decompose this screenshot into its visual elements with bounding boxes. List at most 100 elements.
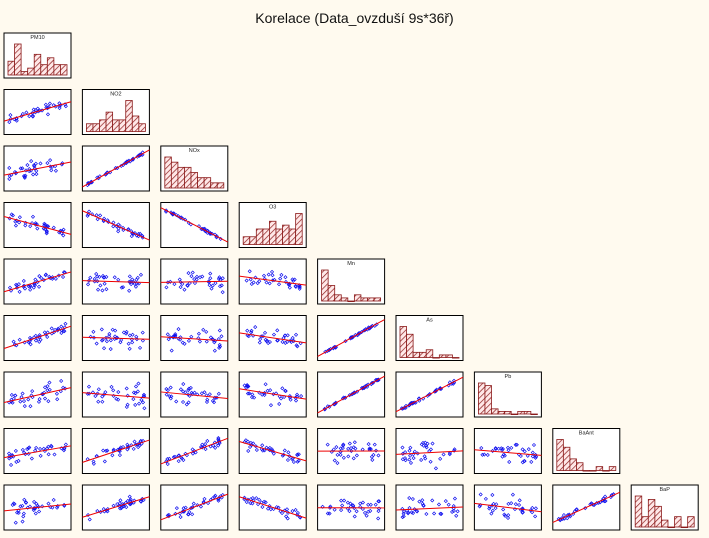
data-point (245, 391, 251, 396)
data-point (111, 503, 116, 508)
data-point (506, 513, 511, 518)
data-point (186, 388, 191, 393)
chart-title: Korelace (Data_ovzduší 9s*36ř) (255, 10, 454, 26)
data-point (189, 390, 194, 395)
data-point (104, 339, 109, 344)
data-point (533, 506, 538, 511)
histogram-bar (582, 470, 590, 472)
histogram-bar (412, 351, 421, 358)
data-point (196, 331, 201, 336)
data-point (203, 447, 208, 452)
data-point (42, 396, 48, 401)
histogram-bar (556, 439, 564, 471)
data-point (50, 505, 55, 510)
data-point (51, 103, 56, 108)
data-point (407, 448, 412, 453)
scatter-baant-vs-pm10 (3, 428, 72, 474)
data-point (408, 453, 413, 458)
data-point (86, 282, 91, 287)
histogram-pm10: PM10 (3, 32, 72, 79)
histogram-bar (347, 300, 355, 303)
data-point (49, 168, 54, 173)
histogram-baant: BaAnt (552, 428, 621, 474)
data-point (20, 111, 25, 116)
data-point (265, 338, 270, 343)
data-point (15, 510, 20, 515)
regression-line (395, 506, 464, 511)
variable-label: NO2 (110, 92, 121, 98)
data-point (181, 389, 186, 394)
scatter-baant-vs-mn (317, 428, 386, 474)
data-point (283, 275, 288, 280)
regression-line (160, 207, 229, 243)
histogram-bar (647, 499, 656, 528)
data-point (210, 398, 215, 403)
data-point (246, 384, 251, 389)
data-point (87, 517, 92, 522)
scatter-bap-vs-mn (317, 484, 386, 531)
data-point (10, 400, 15, 405)
data-point (37, 509, 42, 514)
data-point (125, 498, 130, 504)
data-point (95, 508, 100, 514)
data-point (293, 507, 298, 513)
data-point (502, 453, 507, 458)
histogram-bar (360, 297, 368, 302)
data-point (216, 336, 221, 342)
histogram-bar (530, 413, 538, 416)
scatter-pb-vs-no2 (81, 371, 150, 418)
data-point (269, 269, 275, 274)
data-point (33, 277, 38, 282)
data-point (103, 335, 109, 340)
data-point (530, 510, 535, 515)
data-point (248, 277, 253, 282)
data-point (7, 165, 12, 171)
regression-line (160, 280, 228, 283)
data-point (136, 381, 141, 386)
histogram-bar (14, 43, 22, 76)
data-point (216, 435, 221, 441)
data-point (421, 503, 426, 508)
data-point (22, 286, 28, 291)
data-point (131, 446, 136, 451)
data-point (56, 326, 61, 331)
data-point (509, 445, 514, 450)
data-point (417, 499, 422, 504)
data-point (38, 161, 43, 166)
histogram-bar (27, 67, 35, 76)
data-point (510, 492, 515, 497)
histogram-bar (190, 172, 198, 189)
data-point (419, 457, 424, 463)
data-point (136, 445, 141, 450)
data-point (409, 510, 414, 515)
data-point (520, 510, 525, 515)
data-point (28, 287, 33, 292)
data-point (186, 271, 191, 276)
panel-frame (3, 89, 72, 135)
data-point (125, 447, 130, 452)
data-point (288, 338, 293, 343)
data-point (45, 334, 50, 339)
data-point (190, 270, 195, 275)
data-point (496, 446, 501, 451)
histogram-bar (674, 516, 682, 528)
data-point (112, 275, 117, 280)
data-point (505, 445, 511, 450)
regression-line (82, 210, 150, 241)
data-point (250, 501, 255, 506)
histogram-bar (20, 71, 29, 76)
data-point (39, 275, 44, 281)
data-point (341, 442, 346, 447)
data-point (130, 340, 135, 345)
histogram-bar (576, 462, 584, 471)
data-point (111, 388, 116, 393)
data-point (52, 452, 57, 457)
data-point (247, 269, 252, 274)
data-point (60, 274, 66, 279)
data-point (100, 273, 106, 279)
data-point (101, 507, 106, 512)
data-point (53, 168, 58, 173)
histogram-bar (184, 166, 192, 189)
histogram-bar (340, 297, 349, 302)
data-point (176, 459, 181, 464)
